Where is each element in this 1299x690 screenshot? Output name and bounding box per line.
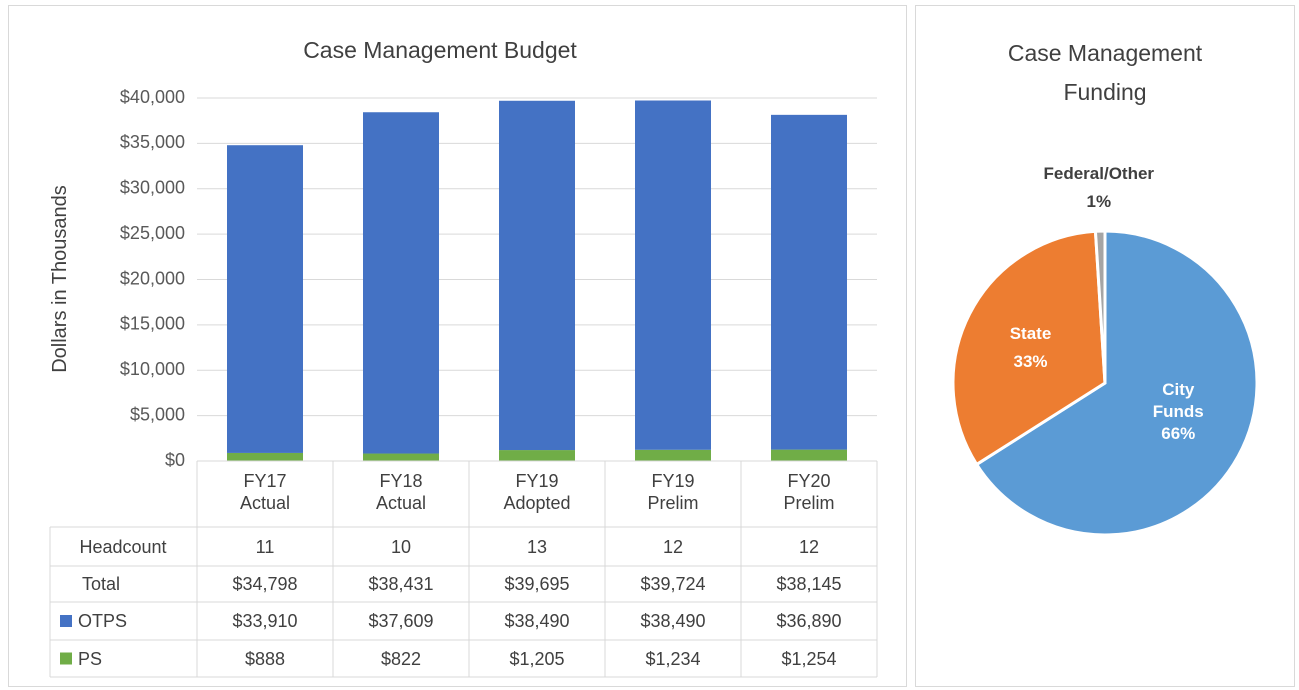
table-cell: 12 xyxy=(662,536,684,557)
pie-slice xyxy=(951,229,1107,467)
y-tick-label: $25,000 xyxy=(120,223,185,243)
bar-segment xyxy=(635,100,711,450)
pie-value-label: 33% xyxy=(1013,352,1048,372)
table-cell: $1,234 xyxy=(645,648,701,669)
table-cell: $38,490 xyxy=(640,611,706,631)
legend-key xyxy=(60,615,72,627)
table-cell: 11 xyxy=(255,536,275,557)
x-tick-label: FY18 Actual xyxy=(375,471,427,513)
pie-value-label: 66% xyxy=(1161,424,1196,444)
bar-segment xyxy=(227,145,303,453)
y-tick-label: $10,000 xyxy=(120,359,185,379)
bar-segment xyxy=(499,100,575,451)
pie-frame xyxy=(915,5,1295,687)
table-cell: $888 xyxy=(244,648,286,669)
y-tick-label: $30,000 xyxy=(120,178,185,198)
y-tick-label: $5,000 xyxy=(130,404,185,424)
x-tick-label: FY19 Adopted xyxy=(503,471,571,513)
row-label: PS xyxy=(78,648,103,669)
table-cell: $37,609 xyxy=(368,611,434,631)
table-cell: $1,205 xyxy=(509,648,565,669)
table-cell: $34,798 xyxy=(232,574,298,594)
chart-title: Case Management Funding xyxy=(1007,40,1203,105)
y-tick-label: $0 xyxy=(165,450,185,470)
table-cell: $39,695 xyxy=(504,574,570,594)
row-label: Headcount xyxy=(79,536,167,557)
y-tick-label: $40,000 xyxy=(120,87,185,107)
table-cell: 12 xyxy=(798,536,820,557)
y-tick-label: $15,000 xyxy=(120,314,185,334)
pie-label: State xyxy=(1009,324,1052,344)
row-label: Total xyxy=(82,574,121,594)
y-axis-label: Dollars in Thousands xyxy=(49,185,71,373)
x-tick-label: FY17 Actual xyxy=(239,471,291,513)
x-tick-label: FY20 Prelim xyxy=(783,471,835,513)
table-cell: 13 xyxy=(526,536,548,557)
table-cell: $38,431 xyxy=(368,574,434,594)
bar-segment xyxy=(771,114,847,450)
chart-title: Case Management Budget xyxy=(303,37,577,63)
y-tick-label: $35,000 xyxy=(120,132,185,152)
bar-segment xyxy=(227,452,303,461)
legend-key xyxy=(60,652,72,665)
table-cell: $38,490 xyxy=(504,611,570,631)
pie-value-label: 1% xyxy=(1086,192,1112,212)
bar-segment xyxy=(635,449,711,461)
y-tick-label: $20,000 xyxy=(120,268,185,288)
bar-segment xyxy=(499,450,575,461)
pie-label: Federal/Other xyxy=(1043,164,1155,184)
bar-segment xyxy=(771,449,847,461)
table-cell: $822 xyxy=(380,648,422,669)
table-cell: $38,145 xyxy=(776,574,842,594)
bar-frame xyxy=(8,5,907,687)
row-label: OTPS xyxy=(78,611,128,631)
table-cell: $1,254 xyxy=(781,648,837,669)
bar-segment xyxy=(363,453,439,461)
bar-segment xyxy=(363,112,439,454)
table-cell: $39,724 xyxy=(640,574,706,594)
table-cell: 10 xyxy=(390,536,412,557)
pie-label: City Funds xyxy=(1152,380,1204,422)
pie-slice xyxy=(974,229,1259,537)
table-cell: $36,890 xyxy=(776,611,842,631)
pie-slice xyxy=(1093,229,1107,384)
x-tick-label: FY19 Prelim xyxy=(647,471,699,513)
table-cell: $33,910 xyxy=(232,611,298,631)
